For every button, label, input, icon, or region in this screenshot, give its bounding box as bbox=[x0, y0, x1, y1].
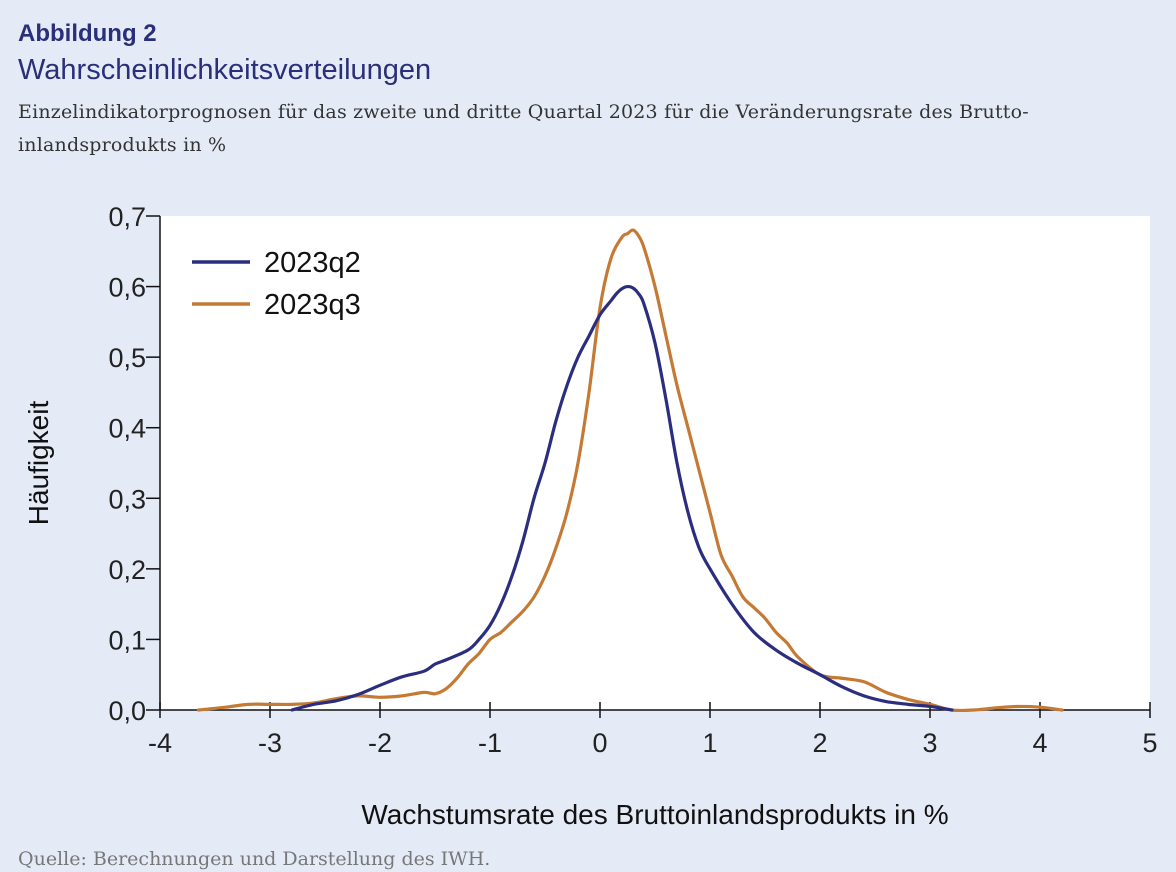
x-tick-label: 2 bbox=[812, 728, 827, 758]
y-tick-label: 0,1 bbox=[108, 625, 146, 655]
figure-subtitle: Einzelindikatorprognosen für das zweite … bbox=[18, 101, 1029, 156]
y-tick-label: 0,3 bbox=[108, 484, 146, 514]
y-tick-label: 0,0 bbox=[108, 696, 146, 726]
y-axis-title: Häufigkeit bbox=[23, 401, 54, 526]
y-tick-label: 0,2 bbox=[108, 555, 146, 585]
y-tick-label: 0,6 bbox=[108, 273, 146, 303]
series-layer bbox=[196, 228, 1064, 713]
legend-label: 2023q3 bbox=[264, 289, 361, 321]
x-tick-label: -3 bbox=[258, 728, 282, 758]
x-tick-label: 1 bbox=[702, 728, 717, 758]
x-tick-label: -1 bbox=[478, 728, 502, 758]
figure-title: Wahrscheinlichkeitsverteilungen bbox=[18, 54, 432, 86]
y-axis: 0,0 0,1 0,2 0,3 0,4 0,5 0,6 0,7 bbox=[108, 202, 161, 726]
y-tick-label: 0,5 bbox=[108, 343, 146, 373]
series-line-2023q3 bbox=[196, 228, 1064, 713]
x-tick-label: 3 bbox=[922, 728, 937, 758]
y-tick-label: 0,4 bbox=[108, 414, 146, 444]
figure-label: Abbildung 2 bbox=[18, 20, 157, 47]
x-tick-label: 0 bbox=[592, 728, 607, 758]
y-tick-label: 0,7 bbox=[108, 202, 146, 232]
legend-label: 2023q2 bbox=[264, 247, 361, 279]
plot-area bbox=[160, 216, 1150, 710]
x-tick-label: 5 bbox=[1142, 728, 1157, 758]
x-axis-title: Wachstumsrate des Bruttoinlandsprodukts … bbox=[361, 799, 948, 830]
series-line-2023q2 bbox=[290, 284, 954, 712]
x-tick-label: -4 bbox=[148, 728, 172, 758]
legend: 2023q2 2023q3 bbox=[192, 247, 361, 321]
x-tick-label: -2 bbox=[368, 728, 392, 758]
source-note: Quelle: Berechnungen und Darstellung des… bbox=[18, 848, 491, 870]
x-axis: -4 -3 -2 -1 0 1 2 3 4 5 bbox=[148, 702, 1158, 758]
x-tick-label: 4 bbox=[1032, 728, 1047, 758]
